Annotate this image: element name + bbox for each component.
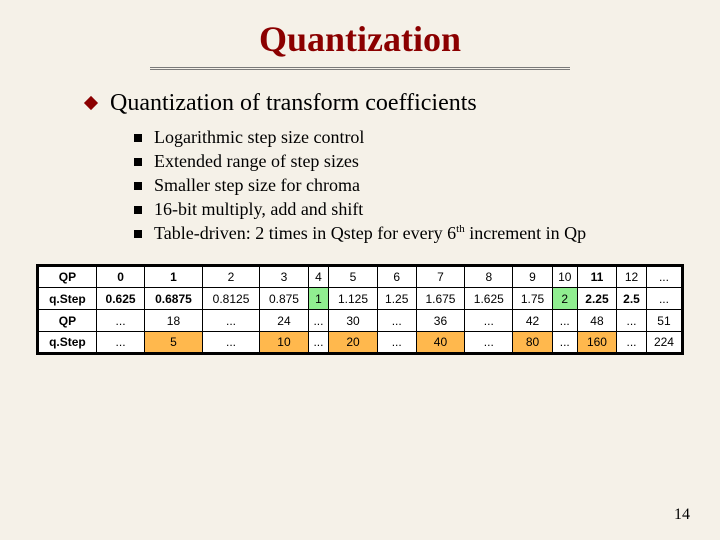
- table-cell: 10: [552, 266, 577, 288]
- table-cell: ...: [308, 310, 329, 332]
- table-row: QP0123456789101112...: [38, 266, 683, 288]
- table-row: q.Step...5...10...20...40...80...160...2…: [38, 332, 683, 354]
- title-divider: [150, 64, 570, 72]
- table-cell: 11: [577, 266, 616, 288]
- table-cell: 3: [260, 266, 308, 288]
- sub-bullet-5: Table-driven: 2 times in Qstep for every…: [134, 223, 690, 244]
- table-cell: 18: [145, 310, 203, 332]
- table-cell: 9: [513, 266, 552, 288]
- row-label: QP: [38, 310, 97, 332]
- sub-bullet-5-text: Table-driven: 2 times in Qstep for every…: [154, 223, 586, 244]
- table-cell: 30: [329, 310, 377, 332]
- table-cell: 0: [96, 266, 144, 288]
- sub-bullet-4-text: 16-bit multiply, add and shift: [154, 199, 363, 220]
- table-cell: 80: [513, 332, 552, 354]
- quantization-table: QP0123456789101112...q.Step0.6250.68750.…: [30, 264, 690, 355]
- square-icon: [134, 134, 142, 142]
- table-cell: 0.6875: [145, 288, 203, 310]
- table-cell: 7: [416, 266, 464, 288]
- square-icon: [134, 158, 142, 166]
- table-cell: ...: [552, 332, 577, 354]
- table-cell: ...: [646, 288, 682, 310]
- table-cell: 1.25: [377, 288, 416, 310]
- table-cell: ...: [465, 332, 513, 354]
- table-cell: ...: [552, 310, 577, 332]
- table-cell: 2.25: [577, 288, 616, 310]
- table-cell: 6: [377, 266, 416, 288]
- table-cell: 5: [329, 266, 377, 288]
- page-number: 14: [674, 506, 690, 524]
- table-cell: 8: [465, 266, 513, 288]
- table-cell: 24: [260, 310, 308, 332]
- table-cell: 1.675: [416, 288, 464, 310]
- table-cell: ...: [96, 310, 144, 332]
- table-cell: 2.5: [617, 288, 647, 310]
- table-cell: 224: [646, 332, 682, 354]
- table-cell: 1: [308, 288, 329, 310]
- table-cell: 0.8125: [202, 288, 260, 310]
- sub-bullet-3: Smaller step size for chroma: [134, 175, 690, 196]
- row-label: QP: [38, 266, 97, 288]
- sub-bullet-1-text: Logarithmic step size control: [154, 127, 364, 148]
- table-cell: 0.875: [260, 288, 308, 310]
- table-cell: ...: [646, 266, 682, 288]
- table-cell: 40: [416, 332, 464, 354]
- table-cell: 5: [145, 332, 203, 354]
- table-cell: 0.625: [96, 288, 144, 310]
- table-cell: 1.625: [465, 288, 513, 310]
- table-cell: 12: [617, 266, 647, 288]
- main-bullet-text: Quantization of transform coefficients: [110, 90, 477, 117]
- table-cell: 51: [646, 310, 682, 332]
- sub-bullet-3-text: Smaller step size for chroma: [154, 175, 360, 196]
- table-cell: ...: [465, 310, 513, 332]
- sub-bullet-2: Extended range of step sizes: [134, 151, 690, 172]
- sub-bullet-list: Logarithmic step size control Extended r…: [86, 127, 690, 244]
- table-cell: ...: [202, 332, 260, 354]
- table-cell: 160: [577, 332, 616, 354]
- table-cell: 4: [308, 266, 329, 288]
- slide-title: Quantization: [30, 18, 690, 60]
- table-cell: 20: [329, 332, 377, 354]
- table-row: QP...18...24...30...36...42...48...51: [38, 310, 683, 332]
- slide: Quantization Quantization of transform c…: [0, 0, 720, 540]
- table-cell: 36: [416, 310, 464, 332]
- main-bullet: Quantization of transform coefficients: [86, 90, 690, 117]
- row-label: q.Step: [38, 288, 97, 310]
- table-cell: ...: [377, 332, 416, 354]
- table-cell: ...: [202, 310, 260, 332]
- row-label: q.Step: [38, 332, 97, 354]
- table-cell: 42: [513, 310, 552, 332]
- diamond-icon: [84, 96, 98, 110]
- qp-table: QP0123456789101112...q.Step0.6250.68750.…: [36, 264, 684, 355]
- table-cell: ...: [96, 332, 144, 354]
- table-cell: 10: [260, 332, 308, 354]
- table-cell: 48: [577, 310, 616, 332]
- table-cell: ...: [308, 332, 329, 354]
- table-cell: 2: [202, 266, 260, 288]
- table-cell: 1.125: [329, 288, 377, 310]
- square-icon: [134, 206, 142, 214]
- sub-bullet-4: 16-bit multiply, add and shift: [134, 199, 690, 220]
- table-cell: 2: [552, 288, 577, 310]
- table-row: q.Step0.6250.68750.81250.87511.1251.251.…: [38, 288, 683, 310]
- square-icon: [134, 230, 142, 238]
- table-cell: ...: [617, 310, 647, 332]
- table-cell: ...: [617, 332, 647, 354]
- sub-bullet-2-text: Extended range of step sizes: [154, 151, 359, 172]
- table-cell: 1: [145, 266, 203, 288]
- sub-bullet-1: Logarithmic step size control: [134, 127, 690, 148]
- table-cell: 1.75: [513, 288, 552, 310]
- content-area: Quantization of transform coefficients L…: [30, 90, 690, 244]
- table-cell: ...: [377, 310, 416, 332]
- square-icon: [134, 182, 142, 190]
